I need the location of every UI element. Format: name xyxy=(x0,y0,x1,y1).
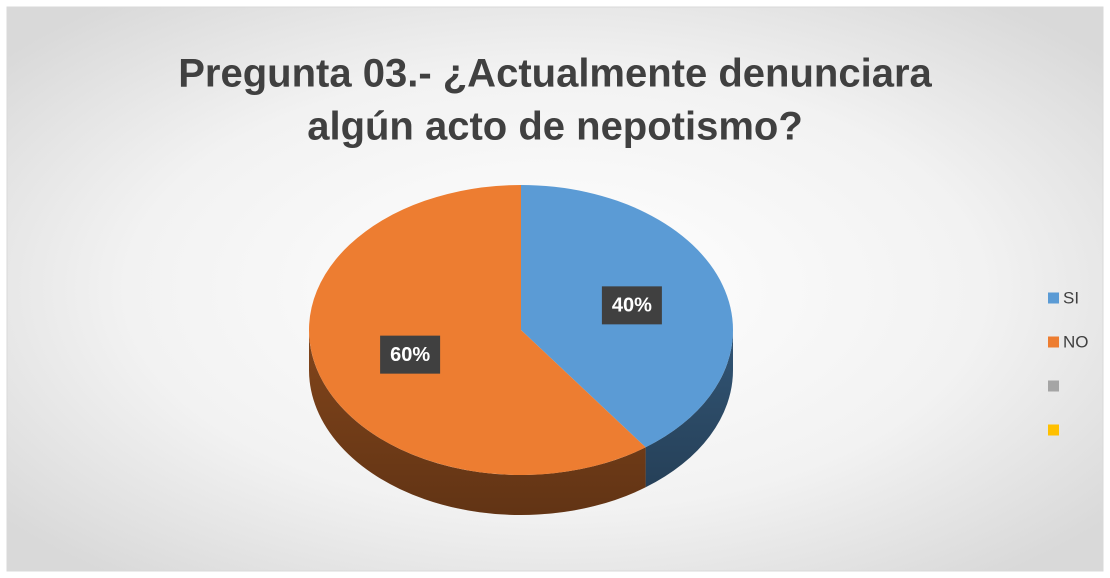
pie-side-shade xyxy=(309,330,646,515)
legend-swatch xyxy=(1048,380,1059,392)
chart-title: Pregunta 03.- ¿Actualmente denunciara xyxy=(178,52,932,96)
legend-label: NO xyxy=(1063,332,1089,351)
pie-slice xyxy=(309,185,646,475)
data-label-box xyxy=(380,335,441,374)
legend-label: SI xyxy=(1063,288,1079,307)
data-label: 40% xyxy=(612,295,652,317)
legend: SI NO xyxy=(1048,288,1089,436)
data-label-box xyxy=(601,286,662,325)
pie-side-shade xyxy=(645,330,733,488)
legend-swatch xyxy=(1048,292,1059,304)
legend-swatch xyxy=(1048,424,1059,436)
legend-swatch xyxy=(1048,336,1059,348)
data-label: 60% xyxy=(390,344,430,366)
chart-title: algún acto de nepotismo? xyxy=(307,105,803,149)
pie: 40% 60% xyxy=(309,185,733,515)
